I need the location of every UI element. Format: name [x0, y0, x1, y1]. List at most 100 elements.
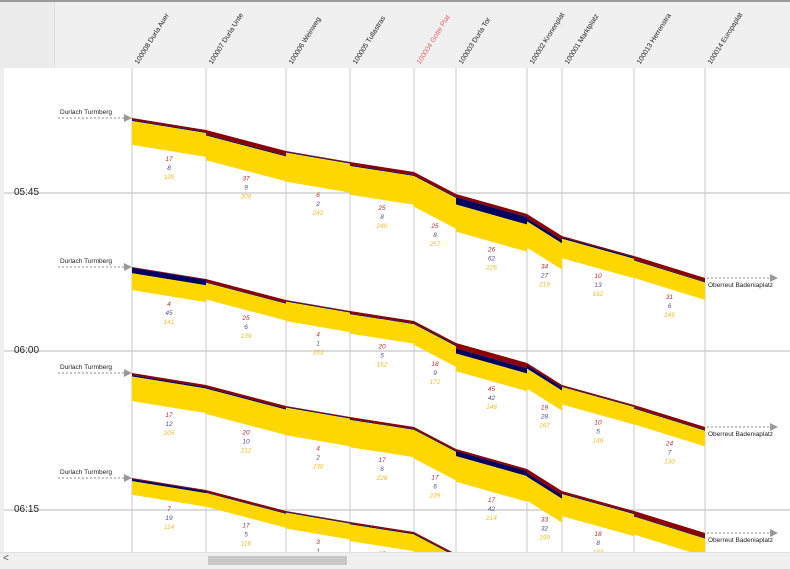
load-band-y [132, 273, 206, 303]
load-band-r [456, 343, 527, 369]
load-band-y [456, 353, 527, 392]
load-value-b: 13 [594, 282, 602, 289]
load-band-y [350, 314, 414, 344]
load-value-b: 19 [165, 515, 173, 522]
load-band-r [132, 373, 206, 388]
load-band-b [206, 492, 286, 514]
load-value-y: 199 [164, 174, 175, 181]
load-band-r [562, 236, 634, 258]
load-band-y [206, 492, 286, 528]
load-value-r: 17 [165, 412, 173, 419]
load-band-b [350, 523, 414, 535]
time-label-0545: 05:45 [14, 187, 40, 198]
trip-origin-label: Durlach Turmberg [60, 469, 112, 476]
load-band-b [132, 478, 206, 494]
load-band-b [286, 406, 350, 419]
stop-header [0, 2, 790, 68]
trip-origin-label: Durlach Turmberg [60, 109, 112, 116]
load-band-r [634, 405, 705, 430]
load-band-b [562, 386, 634, 407]
load-value-y: 146 [593, 438, 604, 445]
load-band-b [286, 151, 350, 164]
load-band-b [286, 511, 350, 524]
load-band-y [562, 387, 634, 425]
load-band-y [350, 165, 414, 205]
load-band-b [456, 348, 527, 374]
load-value-b: 5 [380, 353, 384, 360]
load-band-b [206, 134, 286, 157]
load-band-y [634, 260, 705, 300]
load-band-y [527, 476, 562, 523]
load-band-y [132, 481, 206, 507]
load-value-b: 6 [244, 324, 248, 331]
load-value-y: 205 [163, 430, 175, 437]
load-value-y: 114 [164, 524, 175, 531]
load-value-r: 17 [488, 497, 496, 504]
load-band-r [527, 363, 562, 388]
load-value-b: 62 [488, 256, 496, 263]
load-value-r: 17 [242, 522, 250, 529]
load-band-b [456, 451, 527, 477]
load-value-y: 240 [376, 223, 388, 230]
load-band-r [350, 417, 414, 430]
load-band-y [527, 221, 562, 270]
load-value-r: 10 [594, 420, 602, 427]
load-value-y: 183 [593, 549, 604, 552]
load-value-r: 25 [377, 205, 386, 212]
trip-destination-label: Oberreut Badeniaplatz [708, 537, 773, 544]
load-value-r: 20 [241, 430, 250, 437]
load-band-r [414, 532, 453, 552]
load-band-y [456, 204, 527, 252]
load-value-r: 24 [665, 440, 674, 447]
load-value-y: 163 [313, 350, 324, 357]
destination-arrow-icon [770, 274, 778, 282]
load-value-r: 13 [378, 551, 386, 552]
trip-destination-label: Oberreut Badeniaplatz [708, 431, 773, 438]
load-value-y: 145 [664, 312, 675, 319]
load-value-y: 148 [486, 404, 497, 411]
load-band-b [414, 533, 449, 552]
load-band-b [634, 515, 705, 539]
load-value-y: 162 [593, 291, 604, 298]
load-value-r: 18 [594, 531, 602, 538]
load-value-r: 4 [167, 301, 171, 308]
load-band-y [206, 135, 286, 182]
load-value-y: 230 [312, 464, 324, 471]
load-band-b [414, 429, 456, 452]
load-value-r: 33 [541, 517, 549, 524]
load-value-r: 4 [316, 446, 320, 453]
load-value-b: 1 [316, 341, 320, 348]
trip-origin-label: Durlach Turmberg [60, 364, 112, 371]
origin-arrow-icon [124, 474, 132, 482]
scrollbar-thumb[interactable] [208, 556, 347, 565]
load-band-y [286, 301, 350, 333]
trip-origin-label: Durlach Turmberg [60, 258, 112, 265]
load-band-y [414, 429, 456, 481]
scroll-left-arrow-icon[interactable]: < [3, 553, 9, 564]
load-band-b [414, 323, 456, 347]
load-value-y: 214 [485, 515, 497, 522]
load-value-r: 17 [378, 457, 386, 464]
horizontal-scrollbar[interactable]: < [0, 552, 790, 569]
load-value-b: 6 [668, 303, 672, 310]
load-value-y: 242 [312, 210, 324, 217]
load-band-y [286, 152, 350, 193]
load-band-r [286, 511, 350, 523]
load-band-b [286, 300, 350, 313]
load-band-b [206, 282, 286, 304]
load-band-r [286, 300, 350, 312]
load-value-b: 8 [380, 214, 384, 221]
load-value-r: 19 [541, 405, 549, 412]
load-band-y [286, 407, 350, 447]
window-top-border [0, 0, 790, 2]
load-band-b [562, 493, 634, 515]
load-value-y: 228 [376, 475, 388, 482]
load-band-r [286, 151, 350, 163]
load-band-y [350, 419, 414, 458]
load-band-r [132, 478, 206, 491]
load-value-b: 42 [488, 395, 496, 402]
load-value-r: 25 [241, 315, 250, 322]
load-band-r [562, 385, 634, 407]
load-band-y [527, 368, 562, 411]
load-band-y [414, 175, 456, 229]
